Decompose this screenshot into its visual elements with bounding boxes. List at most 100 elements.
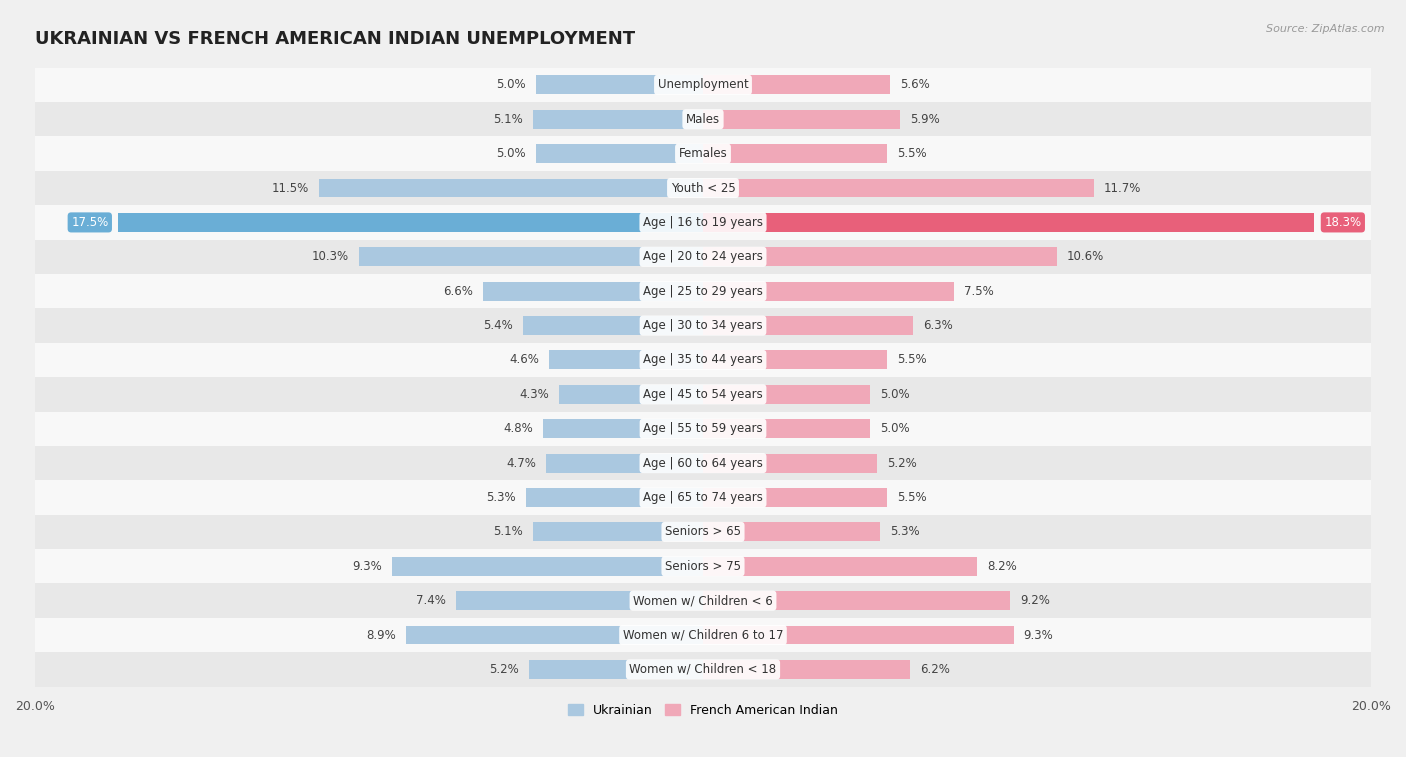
- Text: 9.2%: 9.2%: [1021, 594, 1050, 607]
- Bar: [703, 419, 870, 438]
- Text: 5.0%: 5.0%: [496, 79, 526, 92]
- Bar: [35, 136, 1371, 171]
- Bar: [703, 179, 1094, 198]
- Text: 5.2%: 5.2%: [489, 663, 519, 676]
- Text: Age | 45 to 54 years: Age | 45 to 54 years: [643, 388, 763, 401]
- Bar: [526, 488, 703, 507]
- Bar: [35, 102, 1371, 136]
- Text: 5.0%: 5.0%: [880, 422, 910, 435]
- Bar: [533, 522, 703, 541]
- Text: 6.3%: 6.3%: [924, 319, 953, 332]
- Text: Seniors > 65: Seniors > 65: [665, 525, 741, 538]
- Text: 5.3%: 5.3%: [486, 491, 516, 504]
- Bar: [35, 480, 1371, 515]
- Bar: [703, 76, 890, 95]
- Text: 5.0%: 5.0%: [880, 388, 910, 401]
- Text: Age | 20 to 24 years: Age | 20 to 24 years: [643, 251, 763, 263]
- Text: 6.6%: 6.6%: [443, 285, 472, 298]
- Text: 6.2%: 6.2%: [920, 663, 950, 676]
- Bar: [35, 308, 1371, 343]
- Bar: [703, 557, 977, 576]
- Bar: [703, 591, 1011, 610]
- Text: 8.9%: 8.9%: [366, 628, 395, 641]
- Text: Age | 35 to 44 years: Age | 35 to 44 years: [643, 354, 763, 366]
- Text: 5.5%: 5.5%: [897, 354, 927, 366]
- Text: Source: ZipAtlas.com: Source: ZipAtlas.com: [1267, 24, 1385, 34]
- Text: Age | 65 to 74 years: Age | 65 to 74 years: [643, 491, 763, 504]
- Text: 9.3%: 9.3%: [353, 559, 382, 573]
- Bar: [35, 446, 1371, 480]
- Bar: [703, 453, 877, 472]
- Text: Age | 16 to 19 years: Age | 16 to 19 years: [643, 216, 763, 229]
- Bar: [35, 515, 1371, 549]
- Text: 5.0%: 5.0%: [496, 147, 526, 160]
- Text: 5.5%: 5.5%: [897, 147, 927, 160]
- Text: 17.5%: 17.5%: [72, 216, 108, 229]
- Bar: [35, 343, 1371, 377]
- Text: 10.3%: 10.3%: [312, 251, 349, 263]
- Bar: [536, 76, 703, 95]
- Text: 5.3%: 5.3%: [890, 525, 920, 538]
- Bar: [560, 385, 703, 403]
- Bar: [456, 591, 703, 610]
- Bar: [482, 282, 703, 301]
- Bar: [533, 110, 703, 129]
- Bar: [35, 171, 1371, 205]
- Text: Youth < 25: Youth < 25: [671, 182, 735, 195]
- Bar: [703, 110, 900, 129]
- Text: 4.3%: 4.3%: [520, 388, 550, 401]
- Bar: [35, 653, 1371, 687]
- Bar: [703, 385, 870, 403]
- Text: 5.2%: 5.2%: [887, 456, 917, 469]
- Bar: [35, 412, 1371, 446]
- Text: Women w/ Children 6 to 17: Women w/ Children 6 to 17: [623, 628, 783, 641]
- Bar: [546, 453, 703, 472]
- Text: 18.3%: 18.3%: [1324, 216, 1361, 229]
- Bar: [392, 557, 703, 576]
- Bar: [35, 377, 1371, 412]
- Bar: [118, 213, 703, 232]
- Bar: [536, 144, 703, 163]
- Text: Unemployment: Unemployment: [658, 79, 748, 92]
- Bar: [703, 660, 910, 679]
- Bar: [35, 240, 1371, 274]
- Text: 5.1%: 5.1%: [494, 525, 523, 538]
- Bar: [703, 248, 1057, 266]
- Text: Age | 55 to 59 years: Age | 55 to 59 years: [643, 422, 763, 435]
- Text: Males: Males: [686, 113, 720, 126]
- Bar: [35, 67, 1371, 102]
- Text: 11.5%: 11.5%: [271, 182, 309, 195]
- Bar: [35, 618, 1371, 653]
- Text: Age | 60 to 64 years: Age | 60 to 64 years: [643, 456, 763, 469]
- Bar: [35, 205, 1371, 240]
- Bar: [703, 625, 1014, 644]
- Bar: [406, 625, 703, 644]
- Bar: [703, 350, 887, 369]
- Bar: [703, 522, 880, 541]
- Text: 5.5%: 5.5%: [897, 491, 927, 504]
- Bar: [550, 350, 703, 369]
- Text: 4.6%: 4.6%: [509, 354, 540, 366]
- Text: Seniors > 75: Seniors > 75: [665, 559, 741, 573]
- Text: Women w/ Children < 6: Women w/ Children < 6: [633, 594, 773, 607]
- Bar: [35, 584, 1371, 618]
- Bar: [319, 179, 703, 198]
- Bar: [703, 316, 914, 335]
- Bar: [703, 488, 887, 507]
- Bar: [523, 316, 703, 335]
- Text: 8.2%: 8.2%: [987, 559, 1017, 573]
- Text: Females: Females: [679, 147, 727, 160]
- Text: 4.8%: 4.8%: [503, 422, 533, 435]
- Text: 5.1%: 5.1%: [494, 113, 523, 126]
- Text: 10.6%: 10.6%: [1067, 251, 1104, 263]
- Legend: Ukrainian, French American Indian: Ukrainian, French American Indian: [562, 699, 844, 722]
- Text: Age | 30 to 34 years: Age | 30 to 34 years: [643, 319, 763, 332]
- Text: Age | 25 to 29 years: Age | 25 to 29 years: [643, 285, 763, 298]
- Text: UKRAINIAN VS FRENCH AMERICAN INDIAN UNEMPLOYMENT: UKRAINIAN VS FRENCH AMERICAN INDIAN UNEM…: [35, 30, 636, 48]
- Bar: [543, 419, 703, 438]
- Text: 9.3%: 9.3%: [1024, 628, 1053, 641]
- Bar: [35, 274, 1371, 308]
- Text: 7.4%: 7.4%: [416, 594, 446, 607]
- Text: 5.6%: 5.6%: [900, 79, 929, 92]
- Bar: [529, 660, 703, 679]
